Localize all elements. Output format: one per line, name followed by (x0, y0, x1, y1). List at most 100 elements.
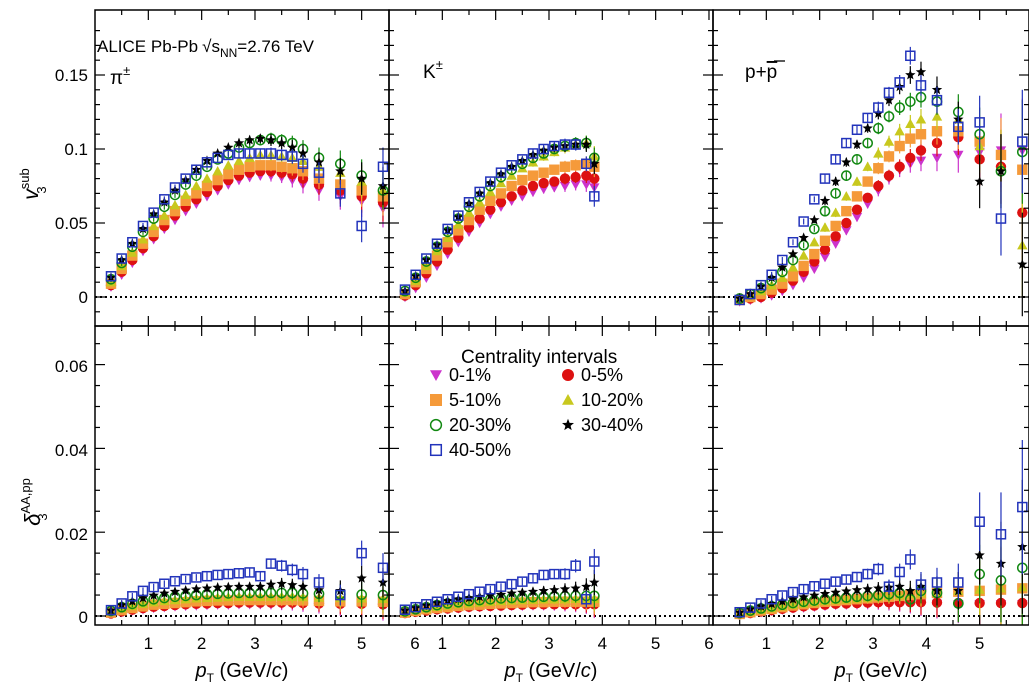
legend-entry-30-40%: 30-40% (562, 415, 643, 435)
data-point (287, 142, 298, 152)
particle-species-label: π± (110, 63, 130, 89)
data-point (356, 173, 367, 184)
data-point (931, 94, 943, 106)
data-point (905, 585, 916, 596)
frames-layer (94, 9, 1029, 626)
particle-species-label: K± (423, 57, 443, 83)
data-point (244, 148, 255, 159)
data-point (862, 583, 873, 594)
data-point (506, 160, 517, 171)
data-point (399, 200, 409, 210)
legend-label: 40-50% (449, 440, 511, 460)
data-point (581, 158, 592, 170)
legend-entry-0-1%: 0-1% (430, 365, 491, 385)
x-tick-label: 2 (815, 634, 824, 653)
data-point (873, 180, 884, 192)
legend-entry-40-50%: 40-50% (429, 440, 511, 460)
x-tick-label: 3 (544, 634, 553, 653)
data-point (297, 581, 309, 592)
x-axis-label-unit: (GeV/ (214, 660, 272, 682)
data-point (377, 161, 389, 173)
data-point (212, 174, 223, 186)
data-point (474, 186, 485, 198)
axis-labels-layer: 0.15 0.1 0.05 0 0.06 0.04 0.02 0 vsub 3 … (17, 37, 984, 685)
data-point (570, 160, 581, 171)
series-40-50% (399, 138, 600, 295)
data-point (570, 180, 581, 190)
x-axis-label-unit-close: ) (921, 660, 928, 682)
data-point (169, 200, 181, 210)
data-point (974, 516, 985, 527)
legend-label: 20-30% (449, 415, 511, 435)
data-point (527, 586, 539, 597)
data-point (581, 581, 592, 592)
data-point (745, 288, 756, 300)
data-point (276, 560, 287, 571)
data-point (830, 576, 841, 587)
data-point (137, 234, 149, 244)
data-point (851, 124, 863, 136)
data-point (399, 200, 409, 209)
data-point (335, 188, 346, 199)
y-tick-label: 0.15 (55, 66, 88, 85)
x-axis-label-p: p (834, 660, 846, 682)
data-point (399, 594, 409, 603)
data-point (589, 158, 600, 169)
x-tick-label: 5 (975, 634, 984, 653)
bottom-y-axis-label: δAA,pp (18, 478, 45, 526)
data-point (180, 573, 191, 585)
data-point (953, 577, 964, 588)
data-point (159, 587, 170, 598)
species-label-main: π (110, 68, 123, 89)
data-point (915, 579, 927, 590)
data-point (830, 154, 841, 165)
data-point (559, 139, 571, 150)
data-point (915, 129, 927, 140)
data-point (265, 148, 277, 159)
data-point (1017, 136, 1028, 147)
series-40-50% (734, 440, 1028, 618)
y-tick-label: 0 (79, 608, 88, 627)
data-point (148, 207, 159, 218)
x-axis-label: pT (GeV/c) (195, 660, 289, 685)
data-point (276, 137, 287, 148)
data-point (506, 578, 517, 590)
data-point (953, 150, 964, 161)
legend-title: Centrality intervals (461, 347, 617, 368)
data-point (244, 134, 255, 145)
data-point (431, 596, 443, 608)
data-point (276, 578, 287, 589)
x-axis-label-unit-close: ) (282, 660, 289, 682)
data-point (883, 87, 895, 99)
data-point (527, 180, 539, 192)
data-point (787, 593, 799, 604)
data-point (335, 589, 346, 601)
data-point (745, 602, 756, 613)
series-0-5% (734, 119, 1028, 306)
data-point (159, 210, 170, 220)
data-point (212, 166, 223, 176)
data-point (931, 111, 943, 121)
data-point (410, 601, 421, 613)
data-point (297, 147, 309, 158)
data-point (538, 585, 549, 596)
x-axis-label-unit-c: c (272, 660, 282, 682)
data-point (191, 572, 202, 583)
data-point (974, 176, 985, 186)
data-point (830, 231, 841, 242)
data-point (549, 176, 560, 187)
species-label-sup: ± (436, 57, 443, 72)
data-point (766, 593, 777, 605)
data-point (105, 271, 117, 282)
data-point (931, 126, 943, 137)
data-point (538, 143, 549, 155)
data-point (830, 220, 841, 232)
data-point (570, 171, 581, 183)
data-point (862, 176, 873, 187)
data-point (777, 278, 788, 289)
x-axis-label: pT (GeV/c) (504, 660, 598, 685)
series-0-5% (399, 168, 600, 301)
data-point (851, 154, 863, 165)
x-tick-label: 4 (922, 634, 931, 653)
